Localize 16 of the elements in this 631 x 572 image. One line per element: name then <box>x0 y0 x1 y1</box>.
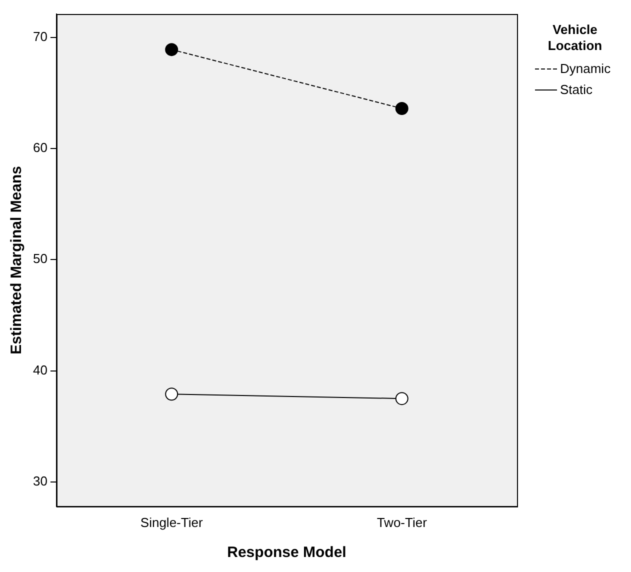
x-tick-label: Single-Tier <box>140 514 204 530</box>
y-tick-label: 50 <box>32 251 48 266</box>
y-tick-label: 40 <box>32 362 48 378</box>
legend-label: Static <box>560 82 593 97</box>
point <box>395 392 408 406</box>
x-tick-label: Two-Tier <box>376 514 428 530</box>
point <box>395 102 408 115</box>
y-tick-label: 70 <box>32 28 48 44</box>
legend-title: Vehicle Location <box>546 22 604 54</box>
point <box>165 43 178 56</box>
point <box>165 388 178 401</box>
y-tick-label: 60 <box>32 140 48 156</box>
y-tick-label: 30 <box>32 474 48 489</box>
x-axis-title: Response Model <box>227 544 346 562</box>
y-axis-title: Estimated Marginal Means <box>8 166 26 354</box>
legend-label: Dynamic <box>560 61 611 76</box>
